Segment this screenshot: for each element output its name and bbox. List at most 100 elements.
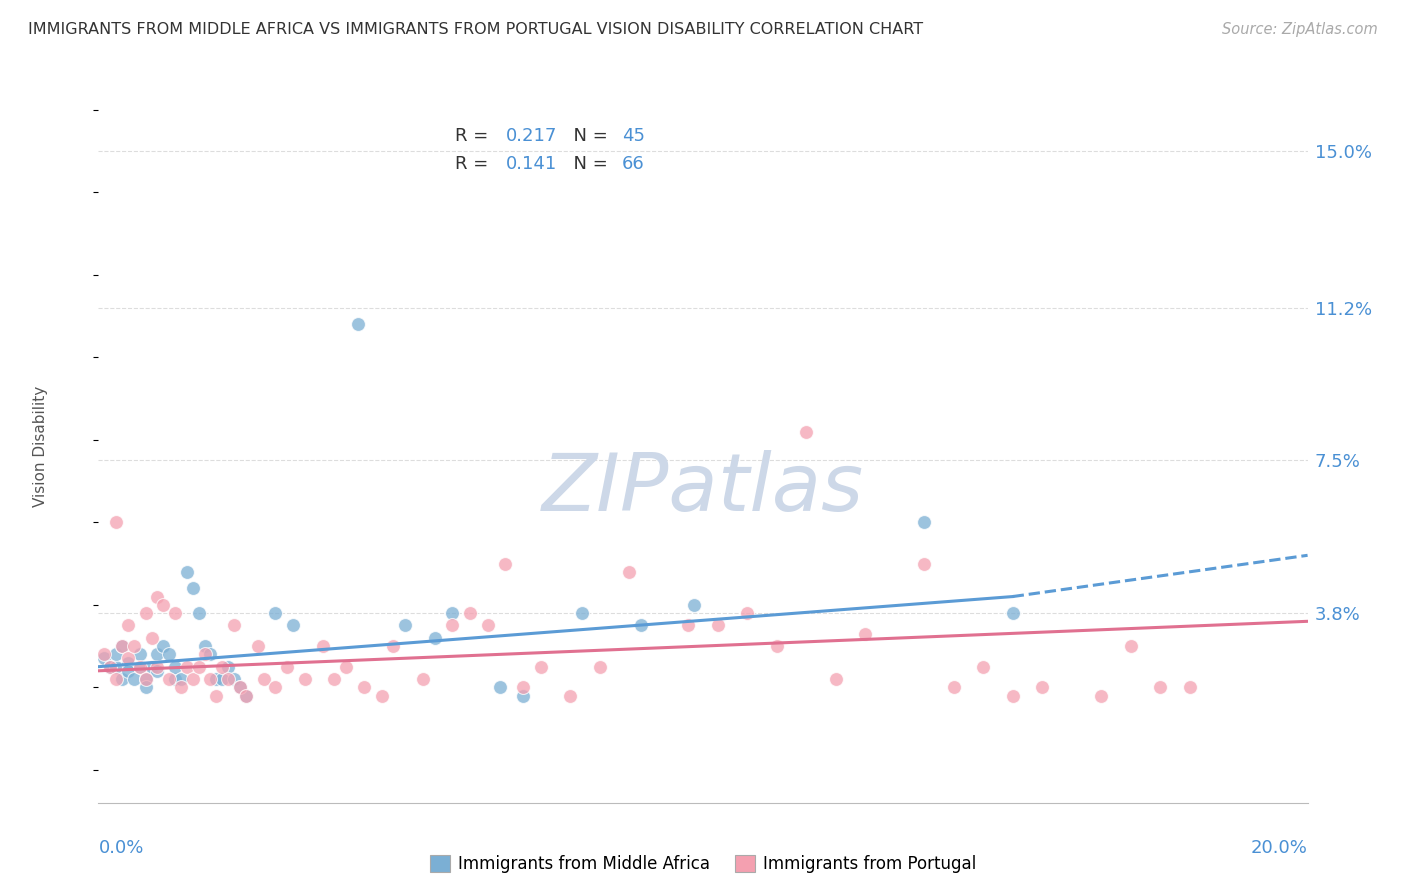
Point (311, 639, 333, 653)
Text: 20.0%: 20.0% (1251, 838, 1308, 856)
Point (200, 648, 222, 662)
Point (176, 565, 198, 579)
Point (1178, 681, 1201, 695)
Point (630, 618, 652, 632)
Point (441, 618, 464, 632)
Point (170, 681, 193, 695)
Point (135, 672, 157, 686)
Point (146, 648, 169, 662)
Point (229, 681, 252, 695)
Point (146, 659, 169, 673)
Legend: Immigrants from Middle Africa, Immigrants from Portugal: Immigrants from Middle Africa, Immigrant… (423, 848, 983, 880)
Point (353, 681, 375, 695)
Point (1031, 681, 1053, 695)
Point (181, 672, 204, 686)
Point (235, 689, 257, 703)
Point (222, 672, 245, 686)
Point (912, 557, 935, 571)
Point (281, 618, 304, 632)
Point (135, 681, 157, 695)
Point (794, 425, 817, 439)
Point (105, 672, 128, 686)
Text: IMMIGRANTS FROM MIDDLE AFRICA VS IMMIGRANTS FROM PORTUGAL VISION DISABILITY CORR: IMMIGRANTS FROM MIDDLE AFRICA VS IMMIGRA… (28, 22, 924, 37)
Point (181, 582, 204, 596)
Point (170, 672, 193, 686)
Point (458, 606, 481, 620)
Text: N =: N = (561, 155, 613, 173)
Text: Vision Disability: Vision Disability (32, 385, 48, 507)
Point (382, 639, 405, 653)
Point (93, 648, 115, 662)
Point (93, 651, 115, 665)
Point (194, 639, 217, 653)
Point (619, 565, 641, 579)
Point (146, 664, 169, 678)
Point (194, 648, 217, 662)
Point (294, 672, 316, 686)
Point (912, 516, 935, 530)
Point (370, 689, 392, 703)
Point (105, 516, 128, 530)
Point (222, 618, 245, 632)
Point (117, 618, 139, 632)
Text: ZIPatlas: ZIPatlas (541, 450, 865, 528)
Point (165, 672, 187, 686)
Point (824, 672, 846, 686)
Point (942, 681, 965, 695)
Point (347, 318, 370, 332)
Point (488, 681, 510, 695)
Point (217, 672, 239, 686)
Point (1119, 639, 1142, 653)
Point (141, 631, 163, 645)
Point (135, 606, 157, 620)
Point (200, 672, 222, 686)
Point (706, 618, 728, 632)
Point (1001, 606, 1024, 620)
Point (211, 672, 233, 686)
Text: R =: R = (456, 155, 494, 173)
Point (530, 659, 553, 673)
Point (128, 659, 150, 673)
Text: N =: N = (561, 127, 613, 145)
Text: 0.217: 0.217 (506, 127, 557, 145)
Point (157, 648, 180, 662)
Point (146, 590, 169, 604)
Point (853, 626, 876, 640)
Point (276, 659, 298, 673)
Point (98, 659, 121, 673)
Point (477, 618, 499, 632)
Point (187, 659, 209, 673)
Point (252, 672, 274, 686)
Text: Source: ZipAtlas.com: Source: ZipAtlas.com (1222, 22, 1378, 37)
Point (678, 618, 700, 632)
Point (187, 606, 209, 620)
Point (494, 557, 516, 571)
Point (735, 606, 758, 620)
Point (229, 681, 252, 695)
Point (589, 659, 612, 673)
Text: 0.0%: 0.0% (98, 838, 143, 856)
Point (165, 659, 187, 673)
Point (560, 689, 582, 703)
Point (1001, 689, 1024, 703)
Point (117, 664, 139, 678)
Text: 66: 66 (621, 155, 645, 173)
Point (141, 659, 163, 673)
Point (412, 672, 434, 686)
Point (683, 598, 706, 612)
Point (246, 639, 269, 653)
Point (122, 672, 145, 686)
Point (128, 648, 150, 662)
Point (205, 689, 228, 703)
Text: R =: R = (456, 127, 494, 145)
Point (441, 606, 464, 620)
Point (205, 672, 228, 686)
Point (1090, 689, 1112, 703)
Point (335, 659, 357, 673)
Point (111, 639, 134, 653)
Point (117, 656, 139, 670)
Point (105, 648, 128, 662)
Text: 0.141: 0.141 (506, 155, 557, 173)
Point (211, 659, 233, 673)
Point (128, 659, 150, 673)
